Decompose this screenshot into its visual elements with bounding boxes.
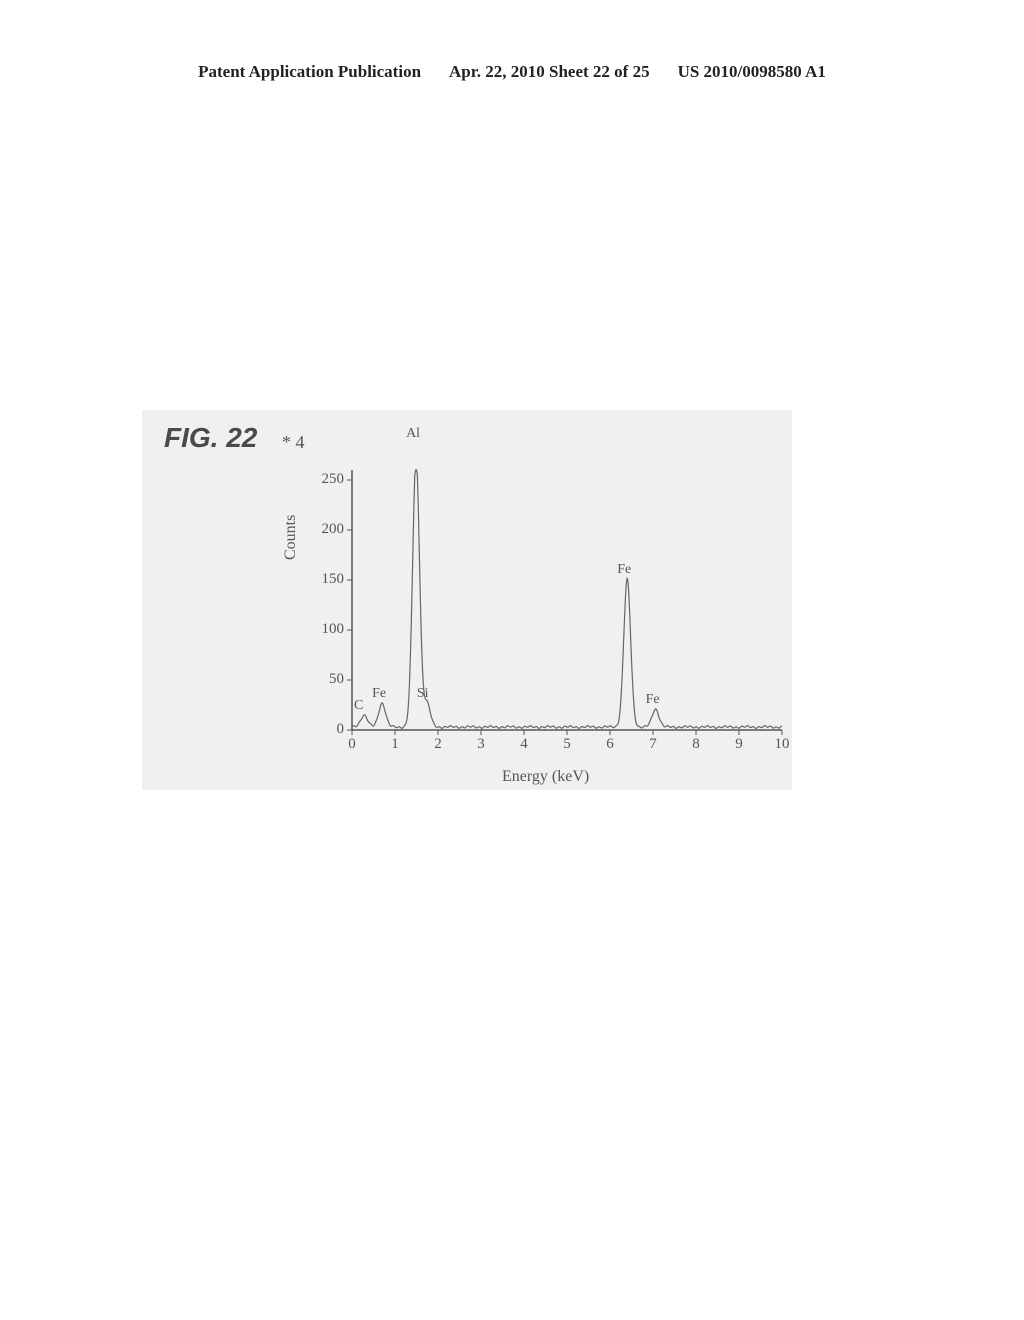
y-tick-label: 0 <box>310 721 344 738</box>
peak-label: C <box>354 698 363 714</box>
x-tick-label: 3 <box>471 736 491 753</box>
peak-label: Si <box>417 686 429 702</box>
y-tick-label: 100 <box>310 621 344 638</box>
peak-label: Fe <box>646 692 660 708</box>
x-tick-label: 0 <box>342 736 362 753</box>
header-center: Apr. 22, 2010 Sheet 22 of 25 <box>449 62 650 82</box>
x-tick-label: 2 <box>428 736 448 753</box>
y-tick-label: 200 <box>310 521 344 538</box>
page-header: Patent Application Publication Apr. 22, … <box>0 62 1024 82</box>
x-tick-label: 9 <box>729 736 749 753</box>
x-tick-label: 8 <box>686 736 706 753</box>
peak-label: Al <box>406 426 420 442</box>
x-tick-label: 7 <box>643 736 663 753</box>
x-tick-label: 4 <box>514 736 534 753</box>
peak-label: Fe <box>617 562 631 578</box>
spectrum-chart <box>292 450 792 780</box>
peak-label: Fe <box>372 686 386 702</box>
chart-panel: FIG. 22 * 4 Counts Energy (keV) 05010015… <box>142 410 792 790</box>
y-tick-label: 250 <box>310 471 344 488</box>
header-right: US 2010/0098580 A1 <box>678 62 826 82</box>
y-tick-label: 50 <box>310 671 344 688</box>
x-tick-label: 10 <box>772 736 792 753</box>
y-tick-label: 150 <box>310 571 344 588</box>
header-left: Patent Application Publication <box>198 62 421 82</box>
x-tick-label: 6 <box>600 736 620 753</box>
x-tick-label: 5 <box>557 736 577 753</box>
x-tick-label: 1 <box>385 736 405 753</box>
figure-label: FIG. 22 <box>164 422 257 454</box>
